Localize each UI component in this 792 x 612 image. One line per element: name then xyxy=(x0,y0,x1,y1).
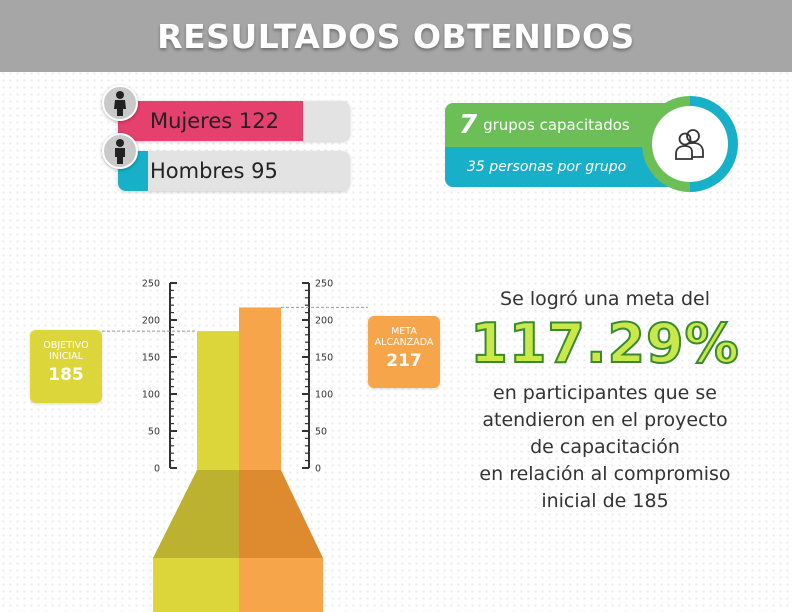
people-icon xyxy=(652,106,728,182)
objetivo-callout: OBJETIVO INICIAL 185 xyxy=(30,330,102,403)
summary-body: en participantes que se atendieron en el… xyxy=(455,380,755,515)
summary-percentage: 117.29% xyxy=(469,311,740,376)
summary-line: atendieron en el proyecto xyxy=(482,409,728,431)
bar-0 xyxy=(197,331,239,470)
groups-count: 7 xyxy=(459,110,478,140)
summary-line: en participantes que se xyxy=(493,382,717,404)
meta-label: META ALCANZADA xyxy=(374,326,434,348)
summary-line: inicial de 185 xyxy=(541,490,669,512)
objetivo-label: OBJETIVO INICIAL xyxy=(43,340,89,362)
funnel-base-0 xyxy=(153,558,239,612)
mujeres-bar: Mujeres 122 xyxy=(118,101,350,141)
groups-ring xyxy=(642,96,738,192)
y-tick-label: 200 xyxy=(315,316,333,327)
objetivo-value: 185 xyxy=(48,365,84,385)
y-tick-label: 150 xyxy=(315,353,333,364)
y-tick-label: 150 xyxy=(142,353,160,364)
meta-callout: META ALCANZADA 217 xyxy=(368,316,440,388)
y-tick-label: 100 xyxy=(315,390,333,401)
per-group-label: 35 personas por grupo xyxy=(467,159,627,175)
hombres-bar: Hombres 95 xyxy=(118,151,350,191)
y-tick-label: 0 xyxy=(315,464,321,475)
y-tick-label: 100 xyxy=(142,390,160,401)
bar-1 xyxy=(239,307,281,470)
page-title: RESULTADOS OBTENIDOS xyxy=(157,16,635,56)
mujeres-label: Mujeres 122 xyxy=(150,109,279,133)
y-tick-label: 50 xyxy=(315,427,327,438)
funnel-0 xyxy=(153,470,239,558)
summary-line: en relación al compromiso xyxy=(479,463,731,485)
funnel-base-1 xyxy=(239,558,323,612)
mujeres-bar-fill xyxy=(118,101,303,141)
funnel-1 xyxy=(239,470,323,558)
meta-value: 217 xyxy=(386,351,422,371)
header-banner: RESULTADOS OBTENIDOS xyxy=(0,0,792,72)
groups-count-label: grupos capacitados xyxy=(483,116,630,134)
y-tick-label: 50 xyxy=(148,427,160,438)
y-tick-label: 250 xyxy=(142,279,160,290)
woman-icon xyxy=(102,85,138,121)
y-tick-label: 200 xyxy=(142,316,160,327)
summary-intro: Se logró una meta del xyxy=(500,288,710,310)
summary-line: de capacitación xyxy=(530,436,680,458)
hombres-label: Hombres 95 xyxy=(150,159,278,183)
y-tick-label: 250 xyxy=(315,279,333,290)
y-tick-label: 0 xyxy=(154,464,160,475)
man-icon xyxy=(102,133,138,169)
